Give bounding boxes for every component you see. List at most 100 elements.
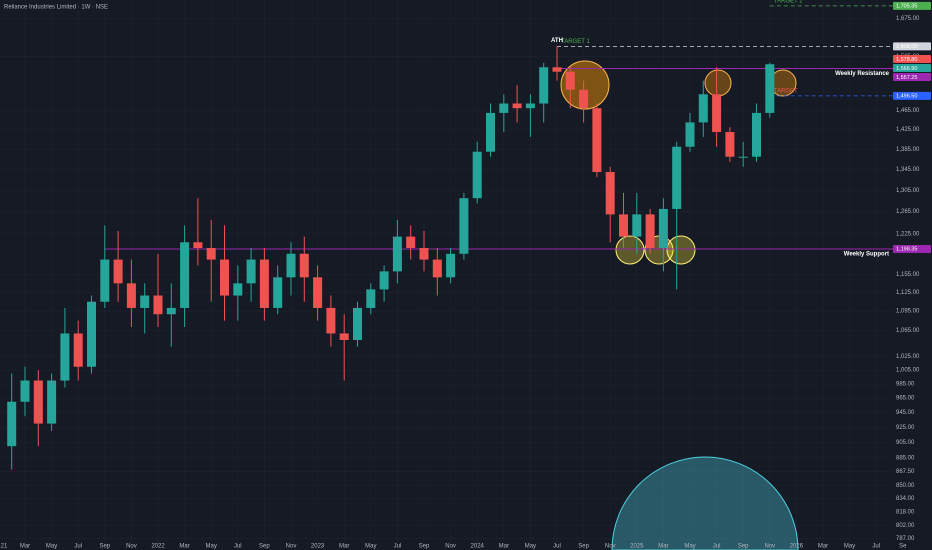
candle-body bbox=[725, 132, 735, 157]
candle-body bbox=[153, 295, 163, 315]
level-name: TARGET bbox=[774, 88, 798, 94]
x-tick-label: Jul bbox=[553, 544, 561, 550]
x-tick-label: May bbox=[684, 544, 695, 550]
candle-body bbox=[286, 253, 296, 278]
candle-body bbox=[313, 277, 323, 308]
y-tick-label: 1,305.00 bbox=[896, 188, 920, 194]
candle-body bbox=[698, 94, 708, 123]
highlights bbox=[560, 60, 799, 550]
x-tick-label: Jul bbox=[74, 544, 82, 550]
candle-body bbox=[140, 295, 150, 308]
candle-body bbox=[605, 171, 615, 215]
y-tick-label: 802.00 bbox=[896, 523, 915, 529]
y-tick-label: 1,345.00 bbox=[896, 167, 920, 173]
candle-body bbox=[499, 103, 509, 113]
x-tick-label: 2023 bbox=[311, 544, 325, 550]
x-tick-label: May bbox=[46, 544, 57, 550]
y-tick-label: 905.00 bbox=[896, 440, 915, 446]
candle-body bbox=[419, 248, 429, 260]
price-badge-label: 1,608.00 bbox=[896, 44, 917, 50]
y-tick-label: 885.00 bbox=[896, 455, 915, 461]
candle-body bbox=[565, 71, 575, 90]
candle-body bbox=[273, 277, 283, 308]
candle-body bbox=[339, 333, 349, 340]
y-tick-label: 1,025.00 bbox=[896, 354, 920, 360]
y-tick-label: 965.00 bbox=[896, 396, 915, 402]
candle-body bbox=[619, 214, 628, 237]
candle-body bbox=[658, 208, 668, 249]
x-tick-label: Jul bbox=[234, 544, 242, 550]
x-tick-label: Nov bbox=[445, 544, 456, 550]
candle-body bbox=[299, 253, 309, 278]
x-tick-label: May bbox=[365, 544, 376, 550]
candle-body bbox=[366, 289, 376, 308]
x-tick-label: Nov bbox=[126, 544, 137, 550]
candle-body bbox=[20, 380, 30, 402]
candle-body bbox=[193, 242, 203, 249]
x-tick-label: 2024 bbox=[471, 544, 485, 550]
price-badge bbox=[893, 64, 931, 73]
candle-body bbox=[60, 333, 70, 381]
x-tick-label: Sep bbox=[419, 544, 430, 550]
price-axis-bg bbox=[893, 0, 932, 550]
x-tick-label: Sep bbox=[578, 544, 589, 550]
candle-body bbox=[512, 103, 522, 109]
y-tick-label: 1,425.00 bbox=[896, 127, 920, 133]
price-badge bbox=[893, 42, 931, 51]
x-tick-label: Jul bbox=[872, 544, 880, 550]
candle-body bbox=[73, 333, 83, 367]
y-tick-label: 834.00 bbox=[896, 496, 915, 502]
candle-body bbox=[126, 283, 136, 308]
candle-body bbox=[392, 236, 402, 272]
x-tick-label: May bbox=[525, 544, 536, 550]
candle-body bbox=[712, 94, 722, 133]
y-tick-label: 818.00 bbox=[896, 510, 915, 516]
level-name: TARGET 1 bbox=[561, 39, 590, 45]
candle-body bbox=[738, 156, 748, 158]
price-badge-label: 1,557.25 bbox=[896, 75, 917, 81]
price-badge bbox=[893, 55, 931, 64]
candle-body bbox=[220, 259, 229, 296]
candle-body bbox=[645, 214, 655, 249]
y-tick-label: 1,225.00 bbox=[896, 231, 920, 237]
y-tick-label: 1,095.00 bbox=[896, 309, 920, 315]
chart-title: Reliance Industries Limited · 1W · NSE bbox=[4, 5, 108, 11]
x-tick-label: Mar bbox=[339, 544, 349, 550]
x-tick-label: Se bbox=[899, 544, 907, 550]
candle-body bbox=[459, 198, 469, 254]
x-tick-label: 21 bbox=[1, 544, 8, 550]
candle-body bbox=[259, 259, 269, 308]
y-tick-label: 787.00 bbox=[896, 536, 915, 542]
y-tick-label: 925.00 bbox=[896, 425, 915, 431]
highlight-circle bbox=[615, 235, 645, 265]
candle-body bbox=[685, 122, 695, 147]
x-tick-label: Jul bbox=[394, 544, 402, 550]
y-tick-label: 945.00 bbox=[896, 410, 915, 416]
x-tick-label: Mar bbox=[818, 544, 828, 550]
candle-body bbox=[486, 112, 495, 152]
y-tick-label: 867.50 bbox=[896, 469, 915, 475]
candle-body bbox=[472, 151, 482, 199]
candle-body bbox=[525, 103, 535, 109]
x-tick-label: Jul bbox=[713, 544, 721, 550]
y-tick-label: 1,155.00 bbox=[896, 272, 920, 278]
x-tick-label: Nov bbox=[764, 544, 775, 550]
x-tick-label: Mar bbox=[658, 544, 668, 550]
levels: TARGET 2 TARGET 1 Weekly Resistance TARGET W… bbox=[104, 0, 893, 258]
candle-body bbox=[113, 259, 123, 284]
x-tick-label: May bbox=[206, 544, 217, 550]
x-tick-label: 2025 bbox=[630, 544, 644, 550]
price-badge bbox=[893, 91, 931, 100]
y-tick-label: 850.00 bbox=[896, 483, 915, 489]
price-badge-label: 1,578.80 bbox=[896, 57, 917, 63]
candle-body bbox=[326, 307, 336, 334]
y-tick-label: 1,465.00 bbox=[896, 108, 920, 114]
candle-body bbox=[33, 380, 43, 424]
price-badge-label: 1,705.35 bbox=[896, 4, 917, 10]
price-badge-label: 1,566.90 bbox=[896, 66, 917, 72]
candle-body bbox=[432, 259, 442, 278]
candle-body bbox=[353, 307, 362, 340]
highlight-circle bbox=[666, 235, 696, 265]
